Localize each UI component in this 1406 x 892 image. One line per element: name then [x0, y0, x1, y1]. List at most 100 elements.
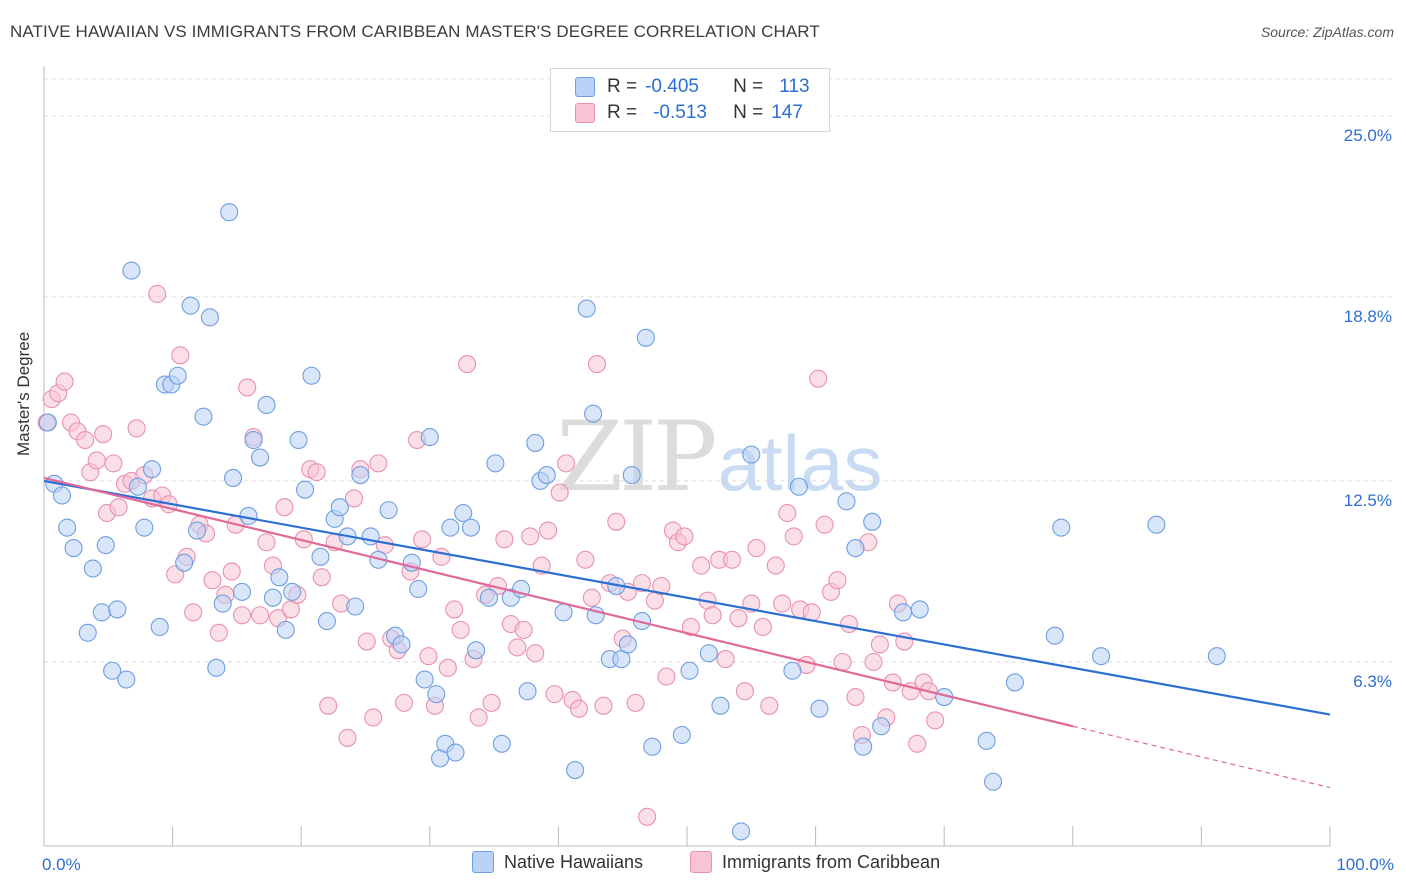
data-point-hawaiian: [128, 477, 147, 496]
data-point-caribbean: [364, 708, 383, 727]
data-point-hawaiian: [672, 725, 691, 745]
data-point-hawaiian: [58, 518, 77, 537]
data-point-caribbean: [171, 346, 190, 365]
data-point-caribbean: [438, 658, 457, 677]
data-point-hawaiian: [207, 658, 226, 677]
data-point-caribbean: [275, 498, 294, 517]
data-point-hawaiian: [194, 407, 213, 426]
data-point-hawaiian: [643, 737, 662, 756]
data-point-hawaiian: [622, 466, 641, 485]
data-point-caribbean: [357, 632, 376, 651]
data-point-caribbean: [482, 693, 501, 712]
data-point-hawaiian: [83, 559, 102, 578]
data-point-hawaiian: [537, 466, 556, 485]
n-value: 113: [779, 76, 810, 97]
data-point-hawaiian: [446, 743, 465, 762]
data-point-caribbean: [257, 533, 276, 552]
data-point-caribbean: [735, 682, 754, 701]
data-point-hawaiian: [454, 503, 473, 523]
data-point-caribbean: [445, 600, 464, 619]
data-point-hawaiian: [96, 536, 115, 555]
data-point-hawaiian: [200, 308, 219, 327]
data-point-caribbean: [809, 369, 828, 388]
data-point-caribbean: [716, 650, 735, 669]
data-point-hawaiian: [810, 699, 829, 718]
data-point-caribbean: [766, 556, 785, 575]
data-point-hawaiian: [1207, 647, 1226, 666]
data-point-hawaiian: [518, 682, 537, 701]
x-tick-label-max: 100.0%: [1336, 855, 1394, 874]
data-point-caribbean: [319, 696, 338, 715]
data-point-hawaiian: [420, 428, 439, 447]
data-point-hawaiian: [680, 661, 699, 680]
data-point-caribbean: [638, 807, 657, 826]
y-axis-label: Master's Degree: [14, 331, 33, 456]
data-point-hawaiian: [38, 413, 57, 432]
data-point-caribbean: [773, 594, 792, 613]
data-point-hawaiian: [1005, 673, 1024, 692]
gridlines: [44, 78, 1392, 663]
data-point-caribbean: [338, 728, 357, 747]
legend-label: Immigrants from Caribbean: [722, 851, 941, 872]
data-point-caribbean: [344, 489, 363, 508]
legend-item-hawaiians: Native Hawaiians: [472, 851, 643, 873]
data-point-hawaiian: [108, 600, 127, 619]
data-point-hawaiian: [302, 366, 321, 385]
trend-line-caribbean: [43, 476, 1074, 728]
data-point-hawaiian: [618, 635, 637, 654]
data-point-hawaiian: [187, 521, 207, 540]
data-point-caribbean: [864, 652, 883, 672]
data-point-caribbean: [495, 530, 514, 549]
data-point-hawaiian: [427, 685, 446, 704]
data-point-hawaiian: [409, 579, 428, 599]
data-point-hawaiian: [742, 445, 761, 464]
data-point-hawaiian: [330, 498, 349, 517]
data-point-caribbean: [576, 550, 595, 569]
data-point-hawaiian: [526, 433, 545, 452]
data-point-caribbean: [232, 606, 252, 625]
legend-swatch-blue: [575, 77, 595, 97]
data-point-caribbean: [109, 498, 128, 517]
data-point-hawaiian: [223, 468, 243, 488]
data-point-caribbean: [846, 687, 865, 707]
data-point-hawaiian: [854, 737, 873, 756]
data-point-caribbean: [703, 606, 722, 625]
data-point-caribbean: [657, 667, 676, 686]
data-point-caribbean: [778, 503, 797, 523]
data-point-caribbean: [94, 425, 113, 444]
data-point-caribbean: [104, 454, 123, 473]
data-point-hawaiian: [467, 641, 486, 660]
data-point-caribbean: [307, 463, 326, 482]
data-point-caribbean: [587, 355, 607, 374]
data-point-hawaiian: [250, 448, 270, 467]
data-point-caribbean: [458, 355, 477, 374]
data-point-caribbean: [550, 483, 569, 502]
data-point-caribbean: [514, 620, 533, 639]
data-point-hawaiian: [977, 731, 996, 750]
data-point-hawaiian: [150, 617, 169, 636]
data-point-hawaiian: [837, 492, 856, 511]
data-point-caribbean: [607, 512, 626, 531]
data-point-caribbean: [127, 419, 146, 438]
data-point-hawaiian: [1052, 518, 1071, 537]
stats-row-hawaiians: R = -0.405 N = 113: [575, 74, 810, 100]
data-point-caribbean: [833, 652, 852, 672]
source-label: Source: ZipAtlas.com: [1260, 24, 1394, 40]
data-point-hawaiian: [910, 600, 929, 619]
data-point-caribbean: [828, 571, 847, 590]
data-point-caribbean: [203, 571, 222, 590]
data-point-hawaiian: [296, 480, 315, 499]
data-point-hawaiian: [415, 670, 434, 689]
data-point-hawaiian: [220, 203, 239, 222]
n-label: N =: [733, 76, 764, 97]
data-point-caribbean: [632, 574, 652, 593]
data-point-caribbean: [760, 696, 779, 715]
data-point-caribbean: [369, 454, 388, 473]
hawaiian-points: [38, 203, 1226, 841]
data-point-caribbean: [908, 734, 927, 753]
trend-line-hawaiians: [43, 479, 1331, 716]
data-point-caribbean: [539, 521, 558, 540]
data-point-caribbean: [451, 620, 470, 639]
data-point-hawaiian: [636, 328, 655, 347]
data-point-caribbean: [815, 515, 834, 534]
